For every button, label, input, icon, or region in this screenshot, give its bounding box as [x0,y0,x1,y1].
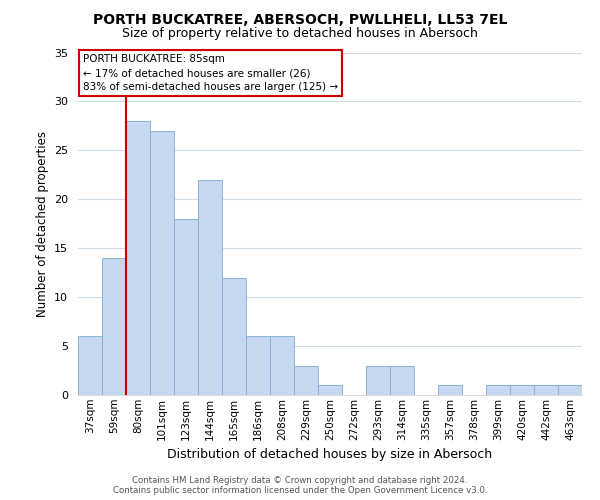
Bar [366,366,390,395]
Text: PORTH BUCKATREE, ABERSOCH, PWLLHELI, LL53 7EL: PORTH BUCKATREE, ABERSOCH, PWLLHELI, LL5… [93,12,507,26]
Bar [78,336,102,395]
Bar [510,385,534,395]
Bar [318,385,342,395]
Bar [246,336,270,395]
Bar [534,385,558,395]
Bar [558,385,582,395]
Y-axis label: Number of detached properties: Number of detached properties [35,130,49,317]
Bar [102,258,126,395]
Bar [390,366,414,395]
Text: Contains HM Land Registry data © Crown copyright and database right 2024.
Contai: Contains HM Land Registry data © Crown c… [113,476,487,495]
Bar [270,336,294,395]
Text: PORTH BUCKATREE: 85sqm
← 17% of detached houses are smaller (26)
83% of semi-det: PORTH BUCKATREE: 85sqm ← 17% of detached… [83,54,338,92]
Bar [198,180,222,395]
Bar [174,219,198,395]
Bar [486,385,510,395]
Bar [126,121,150,395]
Bar [294,366,318,395]
Bar [438,385,462,395]
Bar [150,131,174,395]
Text: Size of property relative to detached houses in Abersoch: Size of property relative to detached ho… [122,28,478,40]
X-axis label: Distribution of detached houses by size in Abersoch: Distribution of detached houses by size … [167,448,493,461]
Bar [222,278,246,395]
